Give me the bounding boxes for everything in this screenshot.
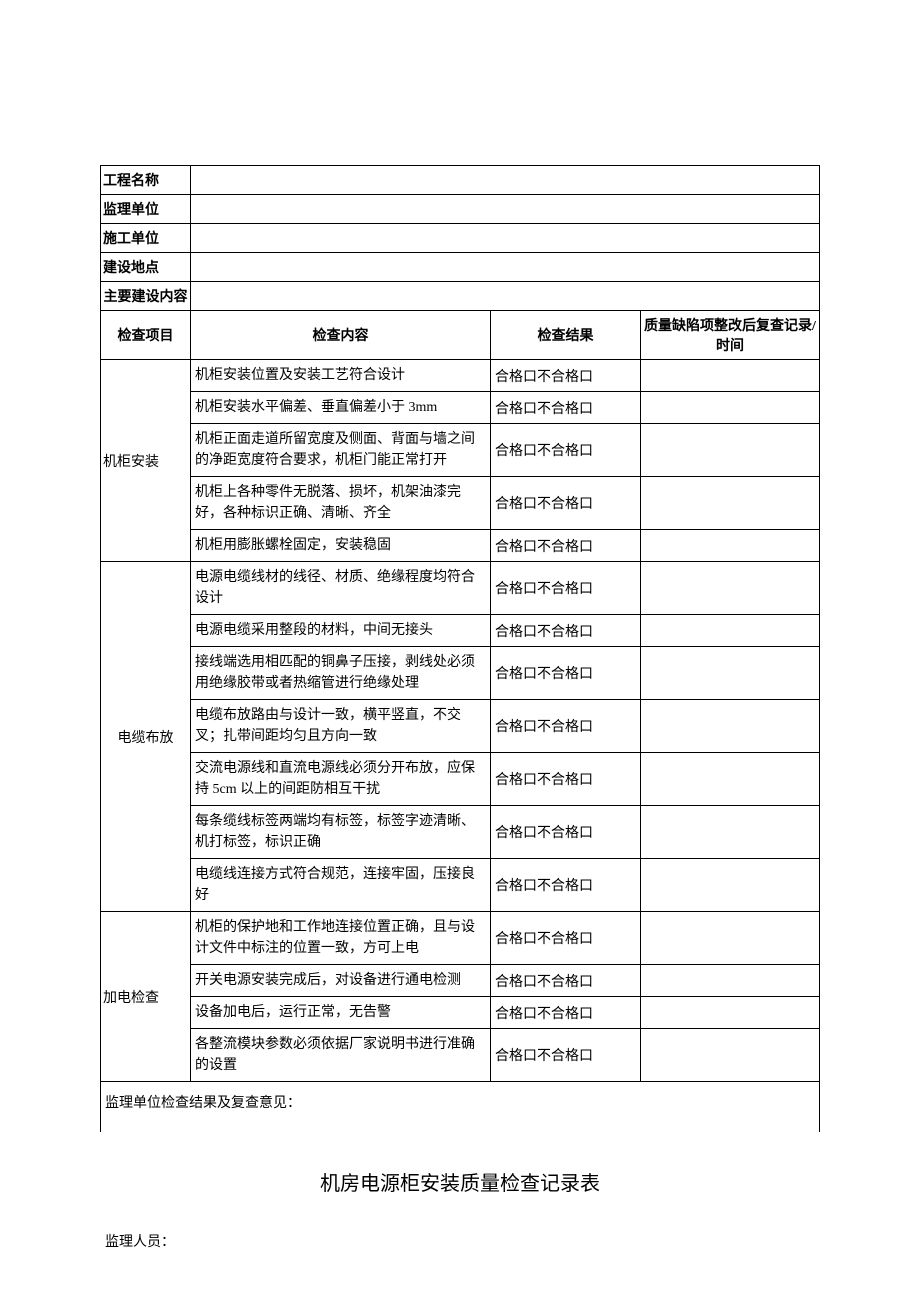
check-result-cell: 合格口不合格口 — [491, 424, 641, 477]
record-cell — [641, 859, 820, 912]
record-cell — [641, 562, 820, 615]
check-content-cell: 每条缆线标签两端均有标签，标签字迹清晰、机打标签，标识正确 — [191, 806, 491, 859]
header-check-content: 检查内容 — [191, 311, 491, 360]
check-content-cell: 电缆布放路由与设计一致，横平竖直，不交叉；扎带间距均匀且方向一致 — [191, 700, 491, 753]
record-cell — [641, 700, 820, 753]
check-content-cell: 机柜上各种零件无脱落、损坏，机架油漆完好，各种标识正确、清晰、齐全 — [191, 477, 491, 530]
page-title: 机房电源柜安装质量检查记录表 — [100, 1167, 820, 1196]
check-result-cell: 合格口不合格口 — [491, 562, 641, 615]
check-content-cell: 设备加电后，运行正常，无告警 — [191, 997, 491, 1029]
record-cell — [641, 806, 820, 859]
meta-value — [191, 282, 820, 311]
record-cell — [641, 647, 820, 700]
record-cell — [641, 392, 820, 424]
record-cell — [641, 912, 820, 965]
record-cell — [641, 1029, 820, 1082]
meta-value — [191, 224, 820, 253]
check-result-cell: 合格口不合格口 — [491, 392, 641, 424]
category-cell: 机柜安装 — [101, 360, 191, 562]
inspection-table: 工程名称监理单位施工单位建设地点主要建设内容检查项目检查内容检查结果质量缺陷项整… — [100, 165, 820, 1132]
check-content-cell: 机柜安装水平偏差、垂直偏差小于 3mm — [191, 392, 491, 424]
check-content-cell: 电源电缆线材的线径、材质、绝缘程度均符合设计 — [191, 562, 491, 615]
check-result-cell: 合格口不合格口 — [491, 477, 641, 530]
record-cell — [641, 753, 820, 806]
meta-label: 工程名称 — [101, 166, 191, 195]
check-content-cell: 开关电源安装完成后，对设备进行通电检测 — [191, 965, 491, 997]
record-cell — [641, 360, 820, 392]
check-content-cell: 各整流模块参数必须依据厂家说明书进行准确的设置 — [191, 1029, 491, 1082]
record-cell — [641, 424, 820, 477]
footer-label: 监理单位检查结果及复查意见： — [101, 1082, 820, 1132]
check-content-cell: 机柜用膨胀螺栓固定，安装稳固 — [191, 530, 491, 562]
check-content-cell: 接线端选用相匹配的铜鼻子压接，剥线处必须用绝缘胶带或者热缩管进行绝缘处理 — [191, 647, 491, 700]
meta-value — [191, 195, 820, 224]
check-result-cell: 合格口不合格口 — [491, 912, 641, 965]
header-check-item: 检查项目 — [101, 311, 191, 360]
inspector-label: 监理人员： — [105, 1231, 175, 1251]
check-result-cell: 合格口不合格口 — [491, 615, 641, 647]
check-result-cell: 合格口不合格口 — [491, 530, 641, 562]
check-result-cell: 合格口不合格口 — [491, 806, 641, 859]
check-result-cell: 合格口不合格口 — [491, 859, 641, 912]
check-content-cell: 电缆线连接方式符合规范，连接牢固，压接良好 — [191, 859, 491, 912]
check-content-cell: 机柜正面走道所留宽度及侧面、背面与墙之间的净距宽度符合要求，机柜门能正常打开 — [191, 424, 491, 477]
meta-label: 建设地点 — [101, 253, 191, 282]
meta-value — [191, 253, 820, 282]
meta-value — [191, 166, 820, 195]
header-check-result: 检查结果 — [491, 311, 641, 360]
record-cell — [641, 997, 820, 1029]
record-cell — [641, 615, 820, 647]
check-result-cell: 合格口不合格口 — [491, 700, 641, 753]
check-content-cell: 交流电源线和直流电源线必须分开布放，应保持 5cm 以上的间距防相互干扰 — [191, 753, 491, 806]
check-result-cell: 合格口不合格口 — [491, 997, 641, 1029]
record-cell — [641, 965, 820, 997]
check-content-cell: 电源电缆采用整段的材料，中间无接头 — [191, 615, 491, 647]
check-result-cell: 合格口不合格口 — [491, 1029, 641, 1082]
record-cell — [641, 477, 820, 530]
check-result-cell: 合格口不合格口 — [491, 360, 641, 392]
category-cell: 加电检查 — [101, 912, 191, 1082]
check-result-cell: 合格口不合格口 — [491, 965, 641, 997]
record-cell — [641, 530, 820, 562]
check-content-cell: 机柜的保护地和工作地连接位置正确，且与设计文件中标注的位置一致，方可上电 — [191, 912, 491, 965]
meta-label: 施工单位 — [101, 224, 191, 253]
meta-label: 监理单位 — [101, 195, 191, 224]
check-result-cell: 合格口不合格口 — [491, 753, 641, 806]
check-result-cell: 合格口不合格口 — [491, 647, 641, 700]
header-record: 质量缺陷项整改后复查记录/时间 — [641, 311, 820, 360]
meta-label: 主要建设内容 — [101, 282, 191, 311]
check-content-cell: 机柜安装位置及安装工艺符合设计 — [191, 360, 491, 392]
category-cell: 电缆布放 — [101, 562, 191, 912]
